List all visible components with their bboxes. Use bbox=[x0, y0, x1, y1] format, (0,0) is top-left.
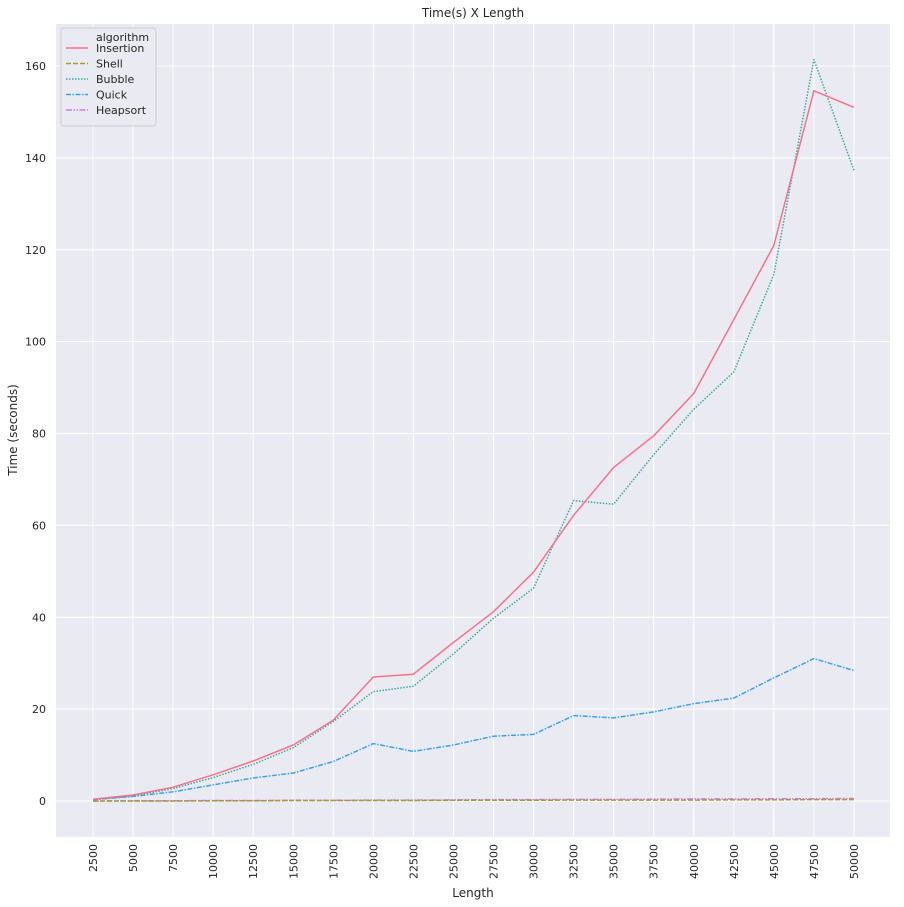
x-axis-label: Length bbox=[452, 886, 493, 900]
series-line-quick bbox=[92, 657, 855, 801]
y-tick-label-120: 120 bbox=[25, 244, 46, 257]
x-tick-label-45000: 45000 bbox=[768, 844, 781, 879]
x-tick-label-35000: 35000 bbox=[608, 844, 621, 879]
y-tick-label-20: 20 bbox=[32, 703, 46, 716]
y-tick-label-100: 100 bbox=[25, 336, 46, 349]
x-gridlines bbox=[92, 24, 855, 837]
x-tick-label-7500: 7500 bbox=[167, 844, 180, 872]
legend-title: algorithm bbox=[96, 31, 149, 44]
x-tick-label-32500: 32500 bbox=[568, 844, 581, 879]
x-tick-label-42500: 42500 bbox=[728, 844, 741, 879]
y-tick-label-80: 80 bbox=[32, 428, 46, 441]
legend-label-heapsort: Heapsort bbox=[96, 104, 147, 117]
series-layer bbox=[92, 58, 855, 802]
x-tick-label-25000: 25000 bbox=[447, 844, 460, 879]
legend: algorithm Insertion Shell Bubble Quick Heaps… bbox=[60, 27, 157, 127]
chart-title: Time(s) X Length bbox=[421, 6, 524, 20]
series-line-shell bbox=[93, 798, 854, 802]
y-tick-label-160: 160 bbox=[25, 60, 46, 73]
y-axis-label: Time (seconds) bbox=[6, 384, 20, 477]
x-tick-label-22500: 22500 bbox=[407, 844, 420, 879]
x-tick-label-50000: 50000 bbox=[848, 844, 861, 879]
y-tick-label-140: 140 bbox=[25, 152, 46, 165]
x-tick-label-12500: 12500 bbox=[247, 844, 260, 879]
x-tick-label-10000: 10000 bbox=[207, 844, 220, 879]
y-tick-label-60: 60 bbox=[32, 519, 46, 532]
x-tick-labels: 2500 5000 7500 10000 12500 15000 17500 20000 225… bbox=[87, 844, 861, 879]
x-tick-label-15000: 15000 bbox=[287, 844, 300, 879]
y-tick-label-0: 0 bbox=[39, 795, 46, 808]
y-tick-labels: 0 20 40 60 80 100 120 140 160 bbox=[25, 60, 46, 808]
legend-label-bubble: Bubble bbox=[96, 73, 135, 86]
x-tick-label-40000: 40000 bbox=[688, 844, 701, 879]
series-line-bubble bbox=[92, 58, 855, 801]
x-tick-label-27500: 27500 bbox=[488, 844, 501, 879]
x-tick-label-17500: 17500 bbox=[327, 844, 340, 879]
x-tick-label-37500: 37500 bbox=[648, 844, 661, 879]
x-tick-label-20000: 20000 bbox=[367, 844, 380, 879]
legend-label-quick: Quick bbox=[96, 89, 128, 102]
legend-label-shell: Shell bbox=[96, 58, 123, 71]
series-line-insertion bbox=[92, 90, 855, 800]
legend-items: Insertion Shell Bubble Quick Heapsort bbox=[66, 42, 147, 117]
x-tick-label-30000: 30000 bbox=[528, 844, 541, 879]
plot-background bbox=[56, 24, 890, 837]
x-tick-label-47500: 47500 bbox=[808, 844, 821, 879]
x-tick-label-5000: 5000 bbox=[127, 844, 140, 872]
y-tick-label-40: 40 bbox=[32, 611, 46, 624]
legend-label-insertion: Insertion bbox=[96, 42, 144, 55]
legend-frame bbox=[60, 27, 157, 127]
y-gridlines bbox=[56, 65, 890, 802]
x-tick-label-2500: 2500 bbox=[87, 844, 100, 872]
